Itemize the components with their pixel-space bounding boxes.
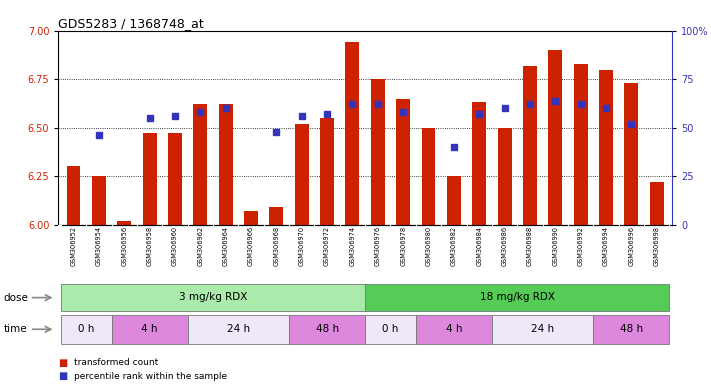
Bar bbox=[346, 42, 359, 225]
Bar bbox=[67, 167, 80, 225]
Text: 24 h: 24 h bbox=[531, 324, 554, 334]
Bar bbox=[295, 124, 309, 225]
Text: 24 h: 24 h bbox=[227, 324, 250, 334]
Text: dose: dose bbox=[4, 293, 28, 303]
Text: ■: ■ bbox=[58, 358, 68, 368]
Text: GSM306998: GSM306998 bbox=[653, 227, 660, 266]
Bar bbox=[58, 225, 61, 282]
Text: GSM306954: GSM306954 bbox=[96, 227, 102, 266]
Bar bbox=[447, 176, 461, 225]
Text: 3 mg/kg RDX: 3 mg/kg RDX bbox=[178, 292, 247, 302]
Text: GSM306952: GSM306952 bbox=[70, 227, 77, 266]
Text: GSM306972: GSM306972 bbox=[324, 227, 330, 266]
Bar bbox=[61, 314, 112, 344]
Bar bbox=[61, 284, 365, 311]
Bar bbox=[289, 314, 365, 344]
Text: 18 mg/kg RDX: 18 mg/kg RDX bbox=[480, 292, 555, 302]
Text: GSM306958: GSM306958 bbox=[146, 227, 153, 266]
Bar bbox=[269, 207, 283, 225]
Bar bbox=[143, 134, 156, 225]
Bar bbox=[117, 221, 132, 225]
Text: 4 h: 4 h bbox=[446, 324, 462, 334]
Text: GSM306990: GSM306990 bbox=[552, 227, 558, 266]
Bar bbox=[365, 314, 416, 344]
Text: GSM306976: GSM306976 bbox=[375, 227, 381, 266]
Text: GSM306988: GSM306988 bbox=[527, 227, 533, 266]
Text: GSM306964: GSM306964 bbox=[223, 227, 229, 266]
Bar bbox=[193, 104, 208, 225]
Text: 4 h: 4 h bbox=[141, 324, 158, 334]
Bar bbox=[523, 66, 537, 225]
Text: GSM306970: GSM306970 bbox=[299, 227, 305, 266]
Text: ■: ■ bbox=[58, 371, 68, 381]
Text: GSM306982: GSM306982 bbox=[451, 227, 457, 266]
Text: GDS5283 / 1368748_at: GDS5283 / 1368748_at bbox=[58, 17, 204, 30]
Bar bbox=[396, 99, 410, 225]
Bar bbox=[168, 134, 182, 225]
Text: GSM306962: GSM306962 bbox=[197, 227, 203, 266]
Bar bbox=[188, 314, 289, 344]
Bar bbox=[624, 83, 638, 225]
Bar bbox=[472, 103, 486, 225]
Bar bbox=[416, 314, 492, 344]
Bar bbox=[599, 70, 613, 225]
Bar bbox=[574, 64, 587, 225]
Text: GSM306992: GSM306992 bbox=[577, 227, 584, 266]
Bar bbox=[498, 128, 511, 225]
Bar bbox=[371, 79, 385, 225]
Text: GSM306960: GSM306960 bbox=[172, 227, 178, 266]
Bar bbox=[219, 104, 232, 225]
Text: 0 h: 0 h bbox=[383, 324, 399, 334]
Bar bbox=[492, 314, 593, 344]
Text: time: time bbox=[4, 324, 27, 334]
Text: GSM306980: GSM306980 bbox=[425, 227, 432, 266]
Text: GSM306996: GSM306996 bbox=[629, 227, 634, 266]
Bar bbox=[422, 128, 435, 225]
Text: GSM306968: GSM306968 bbox=[273, 227, 279, 266]
Text: GSM306984: GSM306984 bbox=[476, 227, 482, 266]
Text: 48 h: 48 h bbox=[620, 324, 643, 334]
Text: GSM306974: GSM306974 bbox=[349, 227, 356, 266]
Text: GSM306994: GSM306994 bbox=[603, 227, 609, 266]
Bar bbox=[548, 50, 562, 225]
Text: GSM306966: GSM306966 bbox=[248, 227, 254, 266]
Text: percentile rank within the sample: percentile rank within the sample bbox=[74, 372, 227, 381]
Bar bbox=[112, 314, 188, 344]
Text: transformed count: transformed count bbox=[74, 358, 158, 367]
Bar bbox=[244, 211, 258, 225]
Bar bbox=[365, 284, 669, 311]
Bar bbox=[320, 118, 334, 225]
Bar bbox=[92, 176, 106, 225]
Bar bbox=[650, 182, 663, 225]
Text: GSM306978: GSM306978 bbox=[400, 227, 406, 266]
Text: GSM306986: GSM306986 bbox=[501, 227, 508, 266]
Bar bbox=[593, 314, 669, 344]
Text: 0 h: 0 h bbox=[78, 324, 95, 334]
Text: GSM306956: GSM306956 bbox=[121, 227, 127, 266]
Text: 48 h: 48 h bbox=[316, 324, 338, 334]
